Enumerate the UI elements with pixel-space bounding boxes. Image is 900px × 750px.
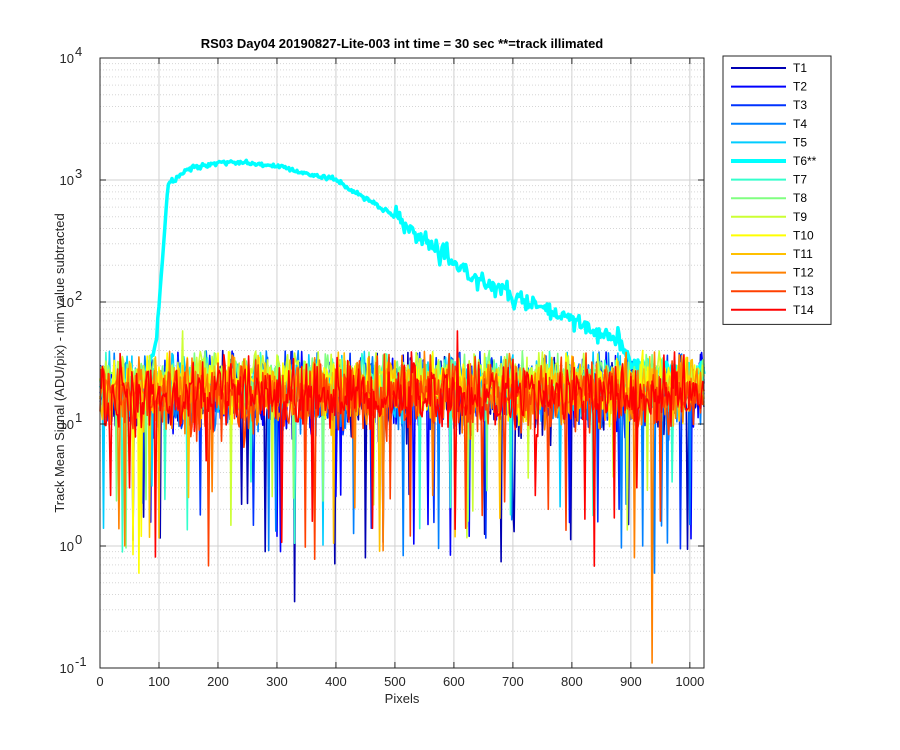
legend-label: T12	[793, 266, 814, 280]
plot-area	[98, 158, 706, 664]
legend: T1 T2 T3 T4 T5 T6** T7 T8 T9 T10 T11 T12 T13 T14	[722, 55, 832, 325]
legend-label: T2	[793, 80, 807, 94]
legend-label: T4	[793, 117, 807, 131]
legend-box	[722, 55, 832, 325]
x-tick-label: 400	[325, 674, 347, 689]
legend-label: T3	[793, 98, 807, 112]
x-tick-label: 600	[443, 674, 465, 689]
y-tick-label: 10	[60, 417, 74, 432]
x-tick-label: 800	[561, 674, 583, 689]
legend-label: T10	[793, 228, 814, 242]
legend-label: T6**	[793, 154, 817, 168]
y-tick-exponent: 0	[75, 532, 82, 547]
x-tick-label: 0	[96, 674, 103, 689]
legend-label: T11	[793, 247, 813, 261]
y-tick-label: 10	[60, 173, 74, 188]
axes-box	[99, 57, 705, 669]
x-tick-label: 700	[502, 674, 524, 689]
legend-label: T7	[793, 173, 807, 187]
y-tick-exponent: 2	[75, 288, 82, 303]
x-tick-label: 500	[384, 674, 406, 689]
x-tick-label: 100	[148, 674, 170, 689]
y-tick-exponent: 3	[75, 166, 82, 181]
x-axis: 0 100 200 300 400 500 600 700 800 900 1000	[96, 58, 704, 689]
series-line-t6	[98, 158, 706, 390]
y-tick-exponent: 4	[75, 44, 82, 59]
y-tick-label: 10	[60, 51, 74, 66]
x-tick-label: 1000	[675, 674, 704, 689]
x-tick-label: 200	[207, 674, 229, 689]
legend-label: T14	[793, 303, 814, 317]
legend-label: T1	[793, 61, 807, 75]
legend-label: T9	[793, 210, 807, 224]
x-axis-label: Pixels	[385, 691, 420, 706]
y-tick-label: 10	[60, 539, 74, 554]
series-line-t14	[99, 330, 705, 567]
legend-label: T5	[793, 135, 807, 149]
y-tick-exponent: -1	[75, 654, 87, 669]
y-tick-exponent: 1	[75, 410, 82, 425]
chart-title: RS03 Day04 20190827-Lite-003 int time = …	[201, 36, 604, 51]
y-tick-label: 10	[60, 295, 74, 310]
legend-label: T8	[793, 191, 807, 205]
legend-label: T13	[793, 284, 814, 298]
y-tick-label: 10	[60, 661, 74, 676]
x-tick-label: 900	[620, 674, 642, 689]
y-axis-label: Track Mean Signal (ADU/pix) - min value …	[52, 213, 67, 512]
x-tick-label: 300	[266, 674, 288, 689]
